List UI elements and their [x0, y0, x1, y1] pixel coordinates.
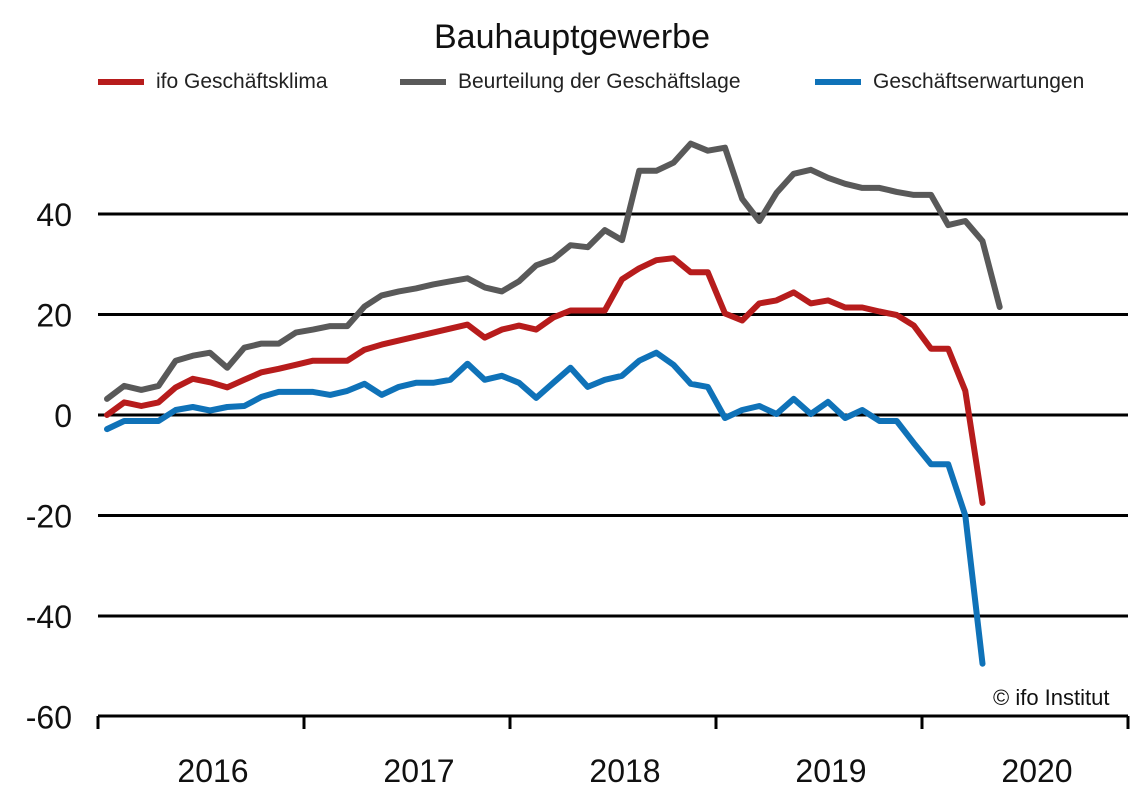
- legend: ifo Geschäftsklima Beurteilung der Gesch…: [0, 70, 1144, 100]
- y-tick-label-0: 0: [54, 398, 72, 434]
- legend-item-geschaeftserwartungen: Geschäftserwartungen: [815, 70, 1084, 94]
- series-line-geschaeftserwartungen: [104, 349, 986, 667]
- y-tick-label-20: 20: [36, 298, 72, 334]
- x-tick-label-2016: 2016: [177, 753, 248, 789]
- source-note: © ifo Institut: [993, 685, 1110, 710]
- y-tick-label--40: -40: [26, 599, 72, 635]
- legend-swatch-geschaeftsklima: [98, 79, 144, 85]
- legend-swatch-geschaeftslage: [400, 79, 446, 85]
- legend-label-geschaeftslage: Beurteilung der Geschäftslage: [458, 70, 741, 93]
- x-tick-label-2018: 2018: [589, 753, 660, 789]
- x-tick-label-2019: 2019: [795, 753, 866, 789]
- series-line-geschaeftsklima: [104, 255, 986, 506]
- legend-swatch-geschaeftserwartungen: [815, 79, 861, 85]
- series-line-geschaeftslage: [104, 140, 1003, 402]
- legend-item-geschaeftsklima: ifo Geschäftsklima: [98, 70, 328, 94]
- chart-title: Bauhauptgewerbe: [433, 18, 710, 56]
- y-tick-label-40: 40: [36, 197, 72, 233]
- y-tick-label--60: -60: [26, 700, 72, 736]
- x-tick-label-2017: 2017: [383, 753, 454, 789]
- legend-item-geschaeftslage: Beurteilung der Geschäftslage: [400, 70, 741, 94]
- legend-label-geschaeftsklima: ifo Geschäftsklima: [156, 70, 328, 93]
- legend-label-geschaeftserwartungen: Geschäftserwartungen: [873, 70, 1085, 93]
- x-tick-label-2020: 2020: [1001, 753, 1072, 789]
- y-tick-label--20: -20: [26, 499, 72, 535]
